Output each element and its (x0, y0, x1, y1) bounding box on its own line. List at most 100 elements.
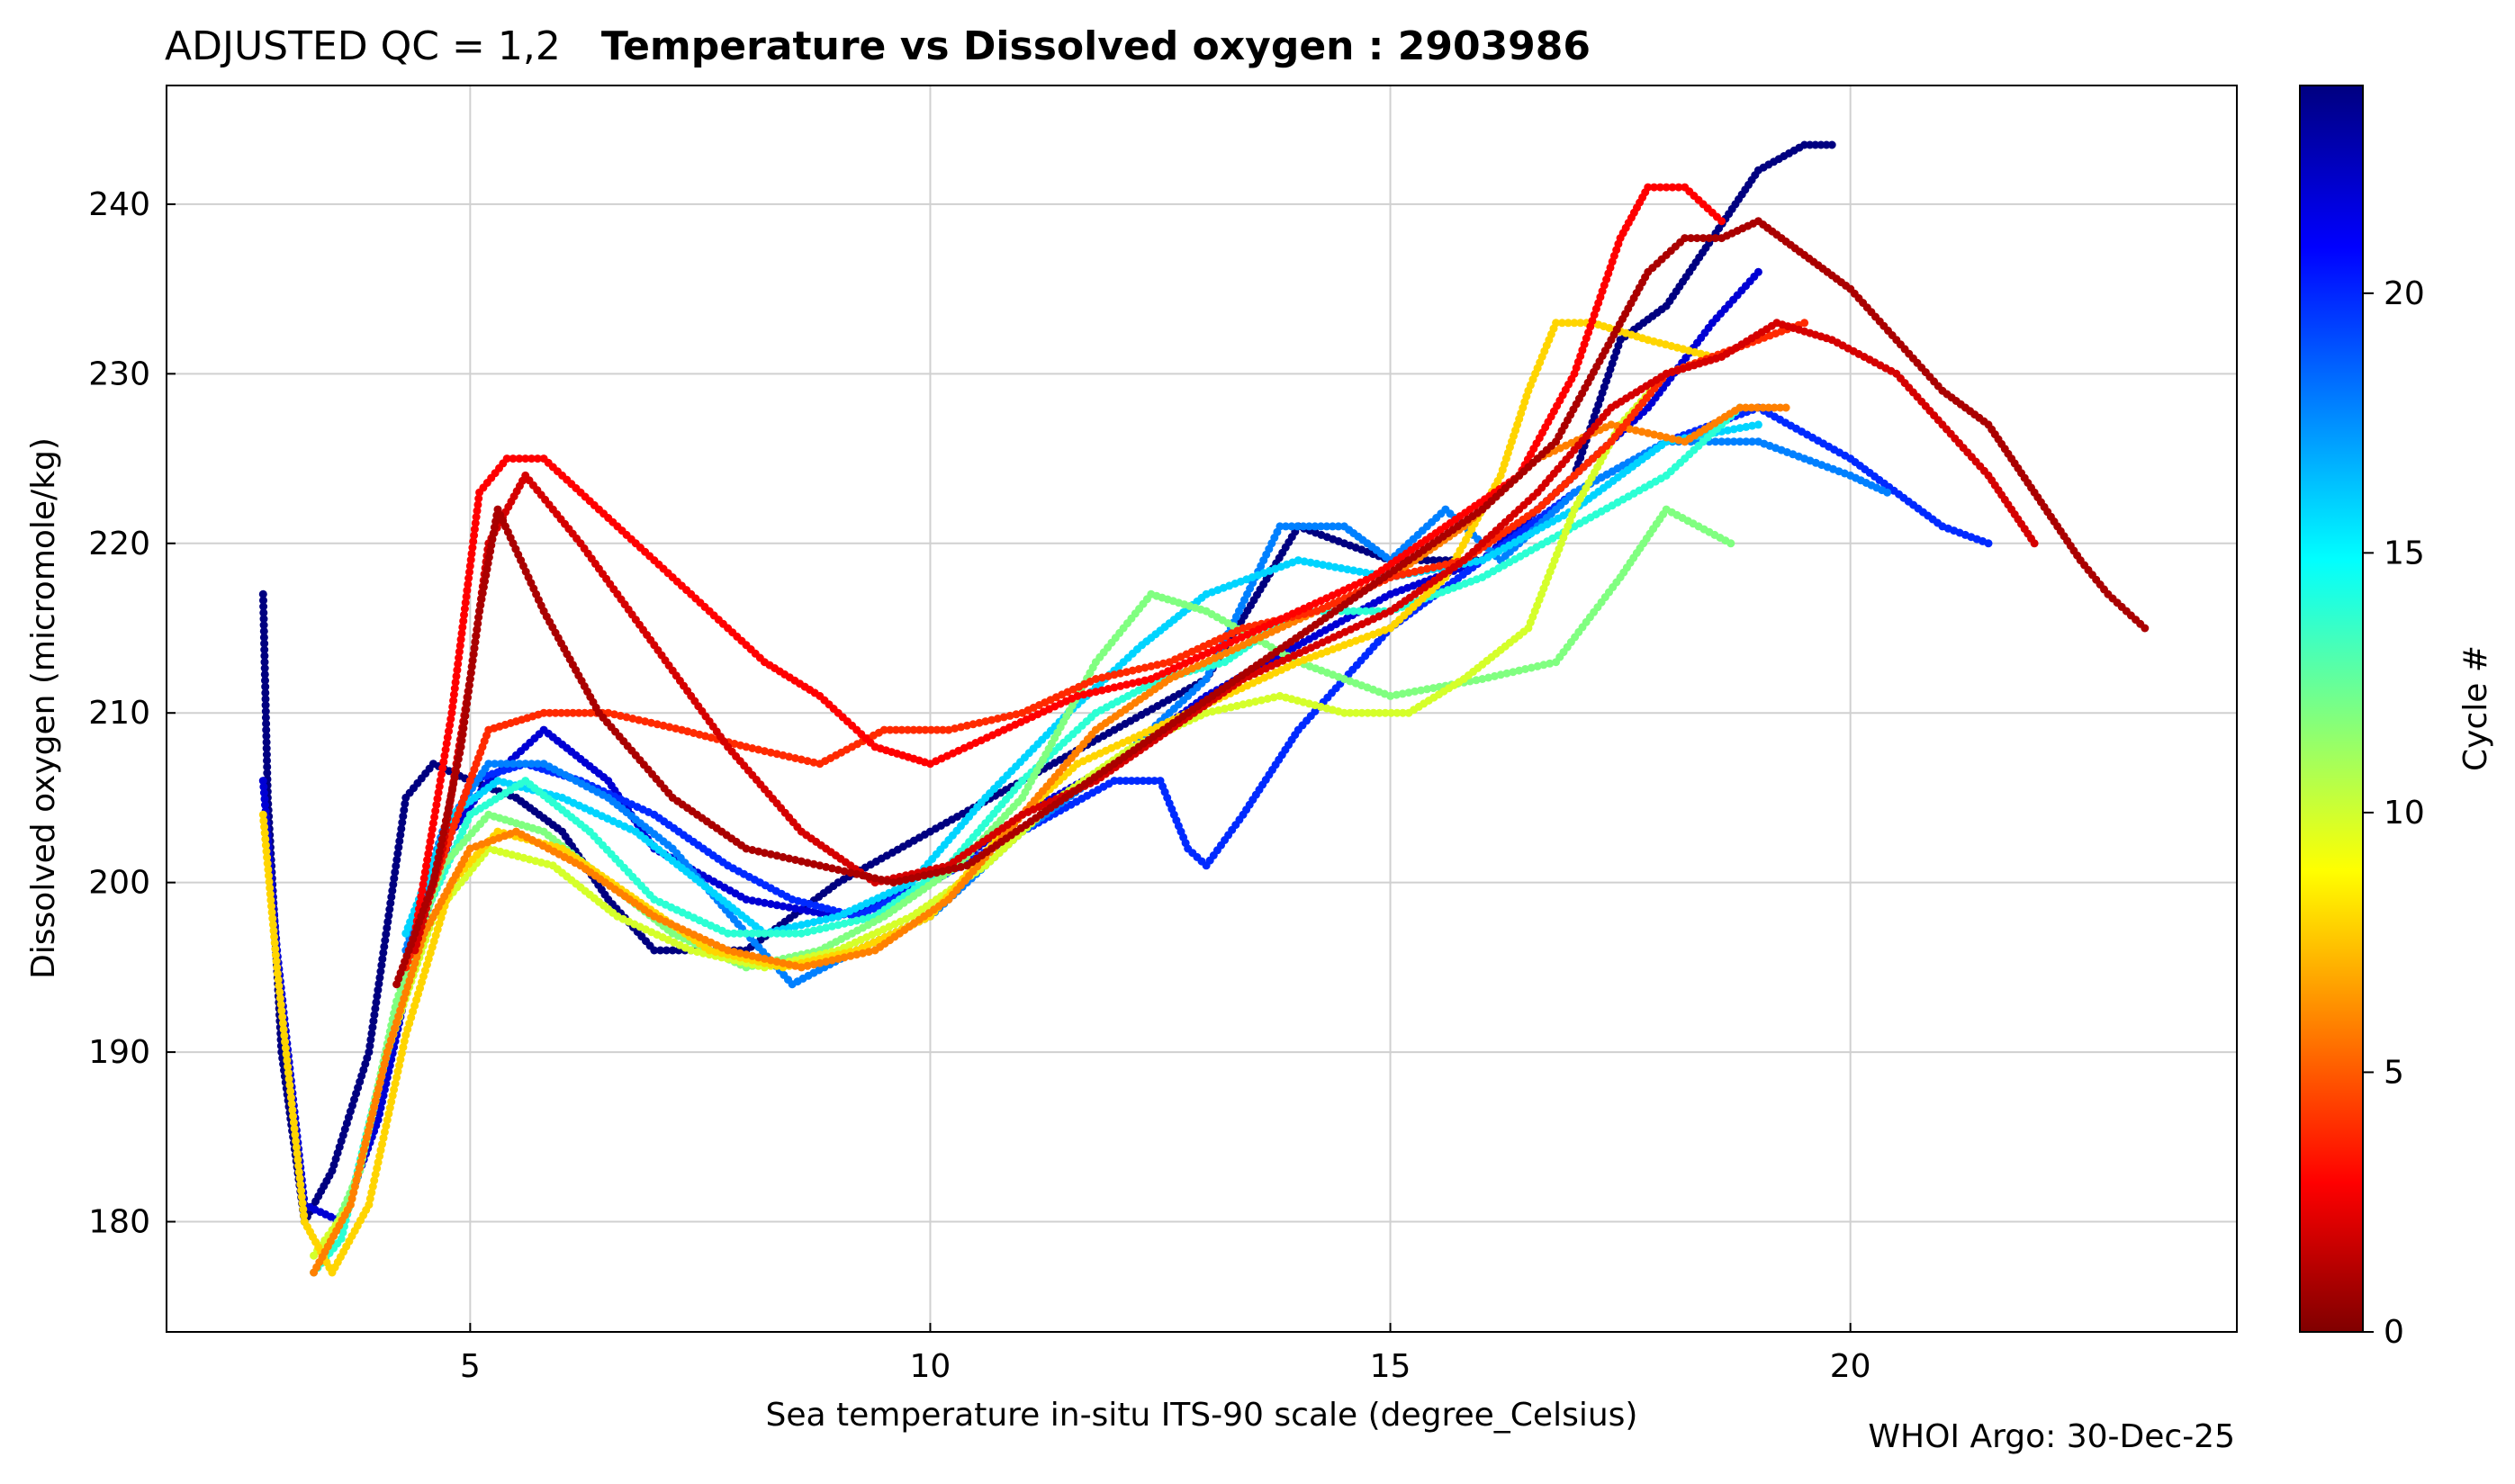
data-point (699, 949, 708, 958)
data-point (1097, 673, 1106, 682)
data-point (432, 800, 441, 809)
data-point (1650, 183, 1659, 192)
data-point (281, 1038, 290, 1047)
data-point (1091, 675, 1100, 683)
data-point (472, 513, 481, 521)
data-point (1546, 659, 1555, 668)
data-point (1269, 693, 1278, 702)
data-point (371, 1170, 380, 1179)
data-point (1387, 708, 1395, 717)
data-point (650, 946, 659, 955)
data-point (289, 1118, 298, 1127)
data-point (1337, 563, 1346, 572)
data-point (521, 454, 530, 463)
data-point (261, 676, 269, 685)
data-point (281, 1044, 290, 1052)
data-point (443, 733, 452, 742)
data-point (380, 1128, 389, 1137)
data-point (261, 701, 270, 710)
data-point (772, 750, 781, 759)
data-point (464, 680, 473, 689)
data-point (1214, 706, 1223, 715)
data-point (443, 810, 452, 819)
data-point (456, 635, 465, 644)
data-point (1687, 234, 1695, 243)
data-point (735, 929, 744, 938)
data-point (468, 656, 477, 665)
data-point (266, 895, 275, 904)
series-cycle-21 (410, 183, 1726, 938)
data-point (392, 1073, 401, 1082)
data-point (1472, 676, 1481, 685)
data-point (1404, 688, 1413, 697)
data-point (370, 1176, 379, 1185)
data-point (509, 454, 518, 463)
data-point (646, 718, 655, 727)
data-point (1422, 556, 1431, 565)
data-point (278, 1019, 287, 1028)
data-point (388, 886, 397, 895)
data-point (261, 682, 270, 691)
data-point (785, 923, 794, 932)
data-point (1346, 708, 1355, 717)
data-point (754, 929, 763, 938)
data-point (822, 923, 831, 932)
data-point (944, 866, 953, 874)
data-point (1533, 661, 1542, 670)
data-point (428, 878, 437, 887)
data-point (1144, 777, 1153, 786)
data-point (816, 861, 825, 870)
data-point (434, 853, 443, 862)
data-point (1770, 403, 1779, 412)
data-point (261, 713, 270, 722)
data-point (889, 878, 898, 887)
data-point (437, 835, 446, 844)
data-point (932, 868, 941, 877)
data-point (454, 660, 463, 669)
data-point (1521, 665, 1529, 673)
data-point (262, 751, 271, 759)
data-point (376, 967, 385, 976)
data-point (434, 788, 443, 797)
data-point (1202, 708, 1211, 717)
data-point (1073, 691, 1082, 700)
data-point (803, 961, 812, 970)
data-point (1398, 570, 1407, 579)
data-point (1306, 558, 1315, 567)
data-point (365, 1041, 374, 1050)
data-point (816, 916, 825, 925)
data-point (1429, 556, 1438, 565)
data-point (419, 880, 428, 889)
data-point (457, 629, 466, 638)
data-point (1753, 267, 1762, 276)
data-point (748, 846, 757, 854)
data-point (879, 725, 888, 734)
series-cycle-23 (392, 217, 2150, 989)
data-point (455, 647, 464, 656)
data-point (418, 886, 427, 895)
data-point (268, 914, 277, 923)
data-point (365, 1121, 374, 1129)
data-point (1324, 562, 1333, 571)
data-point (766, 956, 775, 965)
data-point (399, 812, 408, 821)
data-point (1322, 522, 1331, 531)
data-point (1110, 670, 1119, 679)
data-point (374, 985, 383, 994)
data-point (271, 945, 280, 953)
data-point (779, 902, 788, 911)
data-point (1239, 624, 1248, 633)
data-point (672, 724, 681, 733)
data-point (834, 866, 843, 874)
data-point (1399, 708, 1407, 717)
data-point (1339, 708, 1348, 717)
data-point (760, 929, 769, 938)
data-point (816, 958, 825, 967)
data-point (484, 760, 493, 769)
data-point (1005, 711, 1014, 720)
data-point (484, 553, 493, 562)
data-point (366, 1115, 375, 1124)
data-point (1674, 436, 1683, 445)
data-point (641, 717, 650, 726)
data-point (464, 687, 473, 696)
